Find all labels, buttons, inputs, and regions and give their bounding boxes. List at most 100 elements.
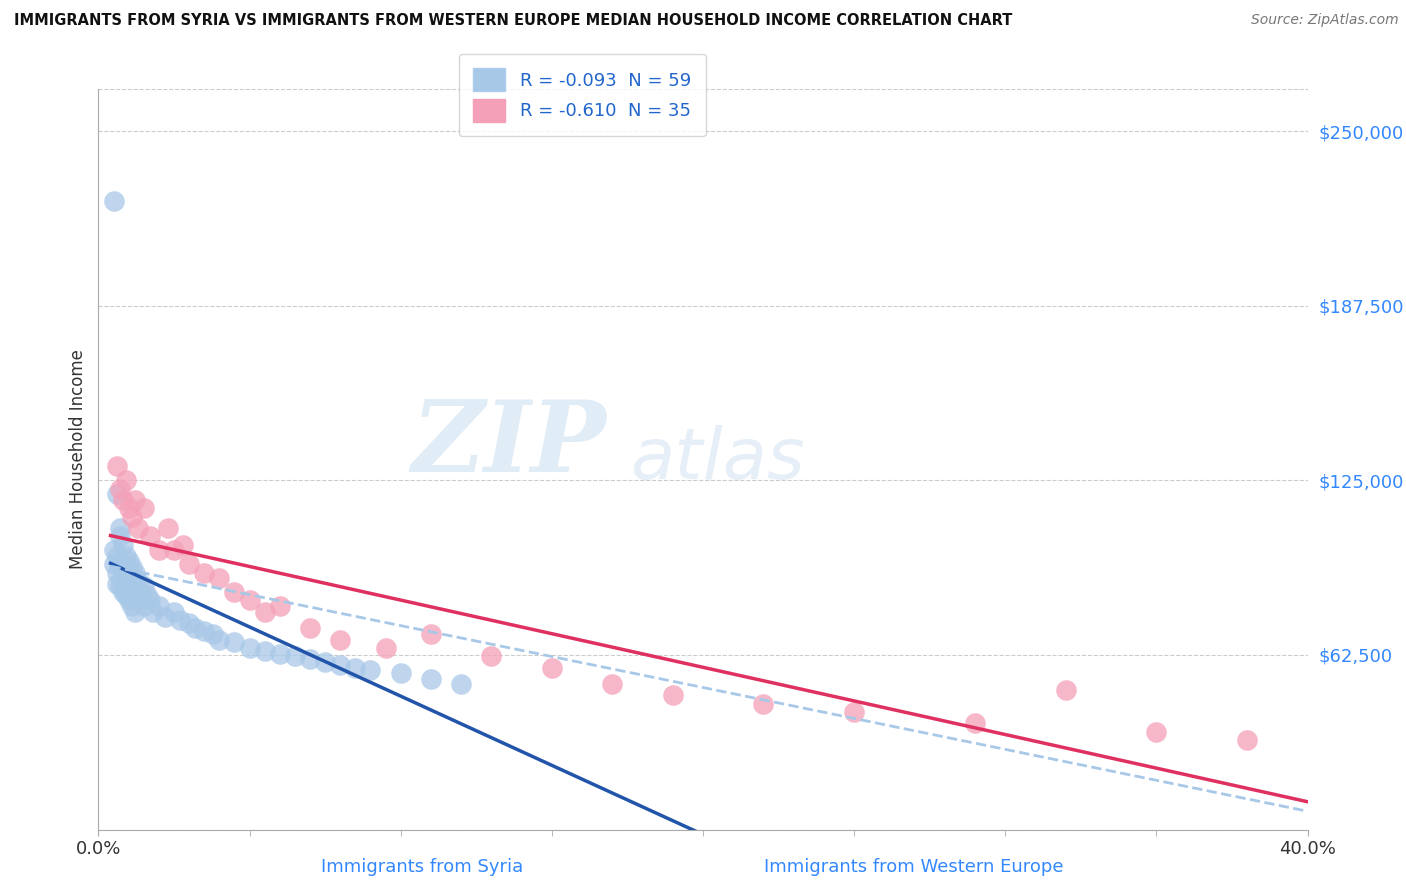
Point [239, 640, 262, 655]
Point [132, 599, 155, 613]
Point [253, 644, 276, 658]
Point [450, 677, 472, 691]
Point [284, 649, 307, 664]
Point [108, 557, 131, 571]
Point [179, 615, 201, 630]
Point [127, 521, 149, 535]
Point [121, 576, 143, 591]
Point [602, 677, 624, 691]
Point [360, 663, 382, 677]
Point [172, 538, 194, 552]
Point [661, 689, 683, 703]
Point [299, 652, 322, 666]
Point [269, 647, 291, 661]
Point [124, 566, 146, 580]
Point [1054, 682, 1077, 697]
Point [139, 529, 162, 543]
Point [208, 571, 231, 585]
Point [118, 501, 141, 516]
Point [374, 640, 396, 655]
Point [111, 563, 134, 577]
Point [148, 543, 170, 558]
Point [184, 621, 207, 635]
Point [139, 593, 162, 607]
Point [103, 543, 125, 558]
Point [114, 473, 136, 487]
Point [193, 566, 215, 580]
Point [111, 538, 134, 552]
Point [420, 672, 443, 686]
Point [124, 582, 146, 597]
Point [153, 610, 176, 624]
Point [121, 560, 143, 574]
Point [129, 585, 152, 599]
Point [108, 580, 131, 594]
Point [224, 585, 246, 599]
Text: atlas: atlas [630, 425, 806, 494]
Point [108, 521, 131, 535]
Point [114, 588, 136, 602]
Point [118, 568, 141, 582]
Point [752, 697, 775, 711]
Point [179, 557, 201, 571]
Point [105, 549, 128, 563]
Point [118, 554, 141, 568]
Point [121, 509, 143, 524]
Point [118, 582, 141, 597]
Point [108, 529, 131, 543]
Point [344, 660, 367, 674]
Point [965, 716, 987, 731]
Text: Immigrants from Syria: Immigrants from Syria [321, 858, 523, 876]
Point [148, 599, 170, 613]
Point [121, 599, 143, 613]
Point [124, 492, 146, 507]
Point [105, 566, 128, 580]
Point [118, 593, 141, 607]
Point [269, 599, 291, 613]
Point [193, 624, 215, 639]
Point [132, 501, 155, 516]
Point [142, 605, 165, 619]
Point [114, 549, 136, 563]
Legend: R = -0.093  N = 59, R = -0.610  N = 35: R = -0.093 N = 59, R = -0.610 N = 35 [458, 54, 706, 136]
Point [329, 657, 352, 672]
Point [1236, 733, 1258, 747]
Point [481, 649, 503, 664]
Point [105, 487, 128, 501]
Point [103, 557, 125, 571]
Y-axis label: Median Household Income: Median Household Income [69, 350, 87, 569]
Text: IMMIGRANTS FROM SYRIA VS IMMIGRANTS FROM WESTERN EUROPE MEDIAN HOUSEHOLD INCOME : IMMIGRANTS FROM SYRIA VS IMMIGRANTS FROM… [14, 13, 1012, 29]
Point [253, 605, 276, 619]
Point [114, 571, 136, 585]
Point [389, 666, 412, 681]
Text: Source: ZipAtlas.com: Source: ZipAtlas.com [1251, 13, 1399, 28]
Point [114, 585, 136, 599]
Point [540, 660, 562, 674]
Point [124, 605, 146, 619]
Point [111, 557, 134, 571]
Point [132, 580, 155, 594]
Point [299, 621, 322, 635]
Point [111, 585, 134, 599]
Point [208, 632, 231, 647]
Point [135, 588, 157, 602]
Point [224, 635, 246, 649]
Text: Immigrants from Western Europe: Immigrants from Western Europe [763, 858, 1064, 876]
Point [111, 492, 134, 507]
Point [314, 655, 336, 669]
Point [420, 627, 443, 641]
Point [156, 521, 179, 535]
Point [163, 543, 186, 558]
Point [1144, 724, 1167, 739]
Point [103, 194, 125, 208]
Point [329, 632, 352, 647]
Point [202, 627, 225, 641]
Text: ZIP: ZIP [412, 396, 606, 492]
Point [105, 459, 128, 474]
Point [844, 705, 866, 719]
Point [105, 576, 128, 591]
Point [239, 593, 262, 607]
Point [127, 574, 149, 588]
Point [108, 482, 131, 496]
Point [163, 605, 186, 619]
